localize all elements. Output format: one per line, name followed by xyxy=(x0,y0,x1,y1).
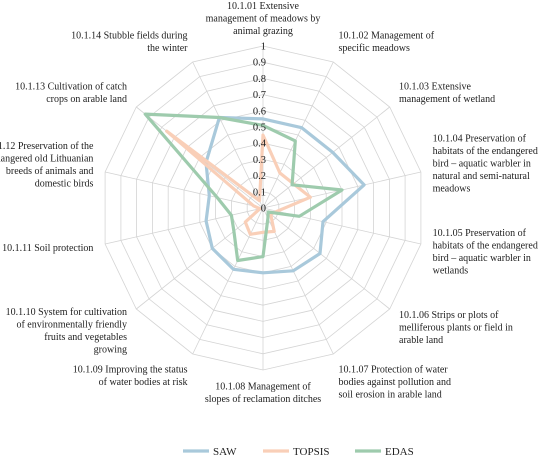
legend-label-topsis: TOPSIS xyxy=(293,446,329,458)
series-topsis xyxy=(165,129,312,236)
category-label-line: domestic birds xyxy=(35,178,94,189)
category-label-11: 10.1.11 Soil protection xyxy=(2,243,93,254)
tick-label-9: 0.9 xyxy=(253,58,266,69)
category-label-7: 10.1.07 Protection of water bodies agains… xyxy=(339,364,452,400)
category-label-9: 10.1.09 Improving the status of water bod… xyxy=(73,364,188,388)
category-label-line: breeds of animals and xyxy=(6,166,93,177)
series-saw xyxy=(204,115,366,275)
category-label-line: slopes of reclamation ditches xyxy=(205,394,321,405)
category-label-line: 10.1.12 Preservation of the xyxy=(0,141,94,152)
tick-label-7: 0.7 xyxy=(253,90,266,101)
legend-label-edas: EDAS xyxy=(385,446,414,458)
spoke-2 xyxy=(262,61,334,209)
series-layer xyxy=(143,112,366,275)
category-label-line: arable land xyxy=(399,335,443,346)
category-label-line: endangered old Lithuanian xyxy=(0,153,93,164)
tick-label-0: 0 xyxy=(261,204,266,215)
spoke-10 xyxy=(136,207,264,310)
category-label-line: natural and semi-natural xyxy=(433,171,530,182)
legend-label-saw: SAW xyxy=(213,446,237,458)
tick-label-5: 0.5 xyxy=(253,123,266,134)
category-label-line: 10.1.10 System for cultivation xyxy=(6,307,127,318)
category-label-3: 10.1.03 Extensive management of wetland xyxy=(399,82,495,106)
category-label-line: habitats of the endangered xyxy=(433,146,538,157)
category-label-line: 10.1.11 Soil protection xyxy=(2,243,93,254)
category-label-line: of environmentally friendly xyxy=(16,320,127,331)
category-label-line: soil erosion in arable land xyxy=(339,389,442,400)
category-label-line: habitats of the endangered xyxy=(433,241,538,252)
spoke-3 xyxy=(262,106,390,209)
category-label-line: 10.1.06 Strips or plots of xyxy=(399,310,499,321)
category-label-line: specific meadows xyxy=(339,43,410,54)
category-label-1: 10.1.01 Extensive management of meadows b… xyxy=(206,1,321,37)
category-label-line: of water bodies at risk xyxy=(99,377,188,388)
category-label-line: fruits and vegetables xyxy=(44,332,127,343)
tick-label-2: 0.2 xyxy=(253,171,266,182)
category-label-line: 10.1.04 Preservation of xyxy=(433,133,527,144)
category-label-line: crops on arable land xyxy=(46,94,127,105)
tick-label-8: 0.8 xyxy=(253,74,266,85)
spoke-6 xyxy=(262,207,390,310)
tick-labels: 0 0.1 0.2 0.3 0.4 0.5 0.6 0.7 0.8 0.9 1 xyxy=(253,42,267,215)
category-label-line: bodies against pollution and xyxy=(339,377,452,388)
category-label-line: melliferous plants or field in xyxy=(399,322,513,333)
tick-label-6: 0.6 xyxy=(253,106,266,117)
category-label-line: wetlands xyxy=(433,266,469,277)
category-label-line: 10.1.01 Extensive xyxy=(227,1,299,12)
category-label-line: 10.1.07 Protection of water xyxy=(339,364,449,375)
category-label-line: meadows xyxy=(433,183,471,194)
category-label-6: 10.1.06 Strips or plots of melliferous pl… xyxy=(399,310,513,346)
category-label-4: 10.1.04 Preservation of habitats of the e… xyxy=(433,133,538,194)
tick-label-10: 1 xyxy=(261,42,266,53)
category-label-line: animal grazing xyxy=(233,26,293,37)
category-label-10: 10.1.10 System for cultivation of environ… xyxy=(6,307,127,356)
tick-label-3: 0.3 xyxy=(253,155,266,166)
spoke-12 xyxy=(105,171,264,209)
category-label-line: 10.1.13 Cultivation of catch xyxy=(15,82,127,93)
category-label-5: 10.1.05 Preservation of habitats of the e… xyxy=(433,228,538,277)
category-label-line: 10.1.08 Management of xyxy=(215,382,311,393)
spoke-14 xyxy=(192,61,264,209)
category-label-line: management of meadows by xyxy=(206,14,321,25)
category-label-line: management of wetland xyxy=(399,94,495,105)
category-label-line: 10.1.05 Preservation of xyxy=(433,228,527,239)
category-label-line: growing xyxy=(94,345,127,356)
category-label-line: 10.1.14 Stubble fields during xyxy=(71,31,187,42)
spoke-11 xyxy=(105,207,264,245)
category-label-8: 10.1.08 Management of slopes of reclamati… xyxy=(205,382,321,406)
tick-label-1: 0.1 xyxy=(253,187,266,198)
category-label-line: 10.1.09 Improving the status xyxy=(73,364,188,375)
category-label-line: 10.1.02 Management of xyxy=(339,31,435,42)
legend: SAW TOPSIS EDAS xyxy=(183,446,414,458)
tick-label-4: 0.4 xyxy=(253,139,267,150)
series-edas xyxy=(143,112,344,263)
category-label-line: the winter xyxy=(147,43,188,54)
category-label-line: bird – aquatic warbler in xyxy=(433,158,531,169)
category-label-line: bird – aquatic warbler in xyxy=(433,253,531,264)
category-label-2: 10.1.02 Management of specific meadows xyxy=(339,31,435,55)
category-label-14: 10.1.14 Stubble fields during the winter xyxy=(71,31,188,55)
category-labels: 10.1.01 Extensive management of meadows b… xyxy=(0,1,538,405)
spoke-9 xyxy=(192,207,264,355)
category-label-13: 10.1.13 Cultivation of catch crops on ara… xyxy=(15,82,127,106)
category-label-line: 10.1.03 Extensive xyxy=(399,82,471,93)
